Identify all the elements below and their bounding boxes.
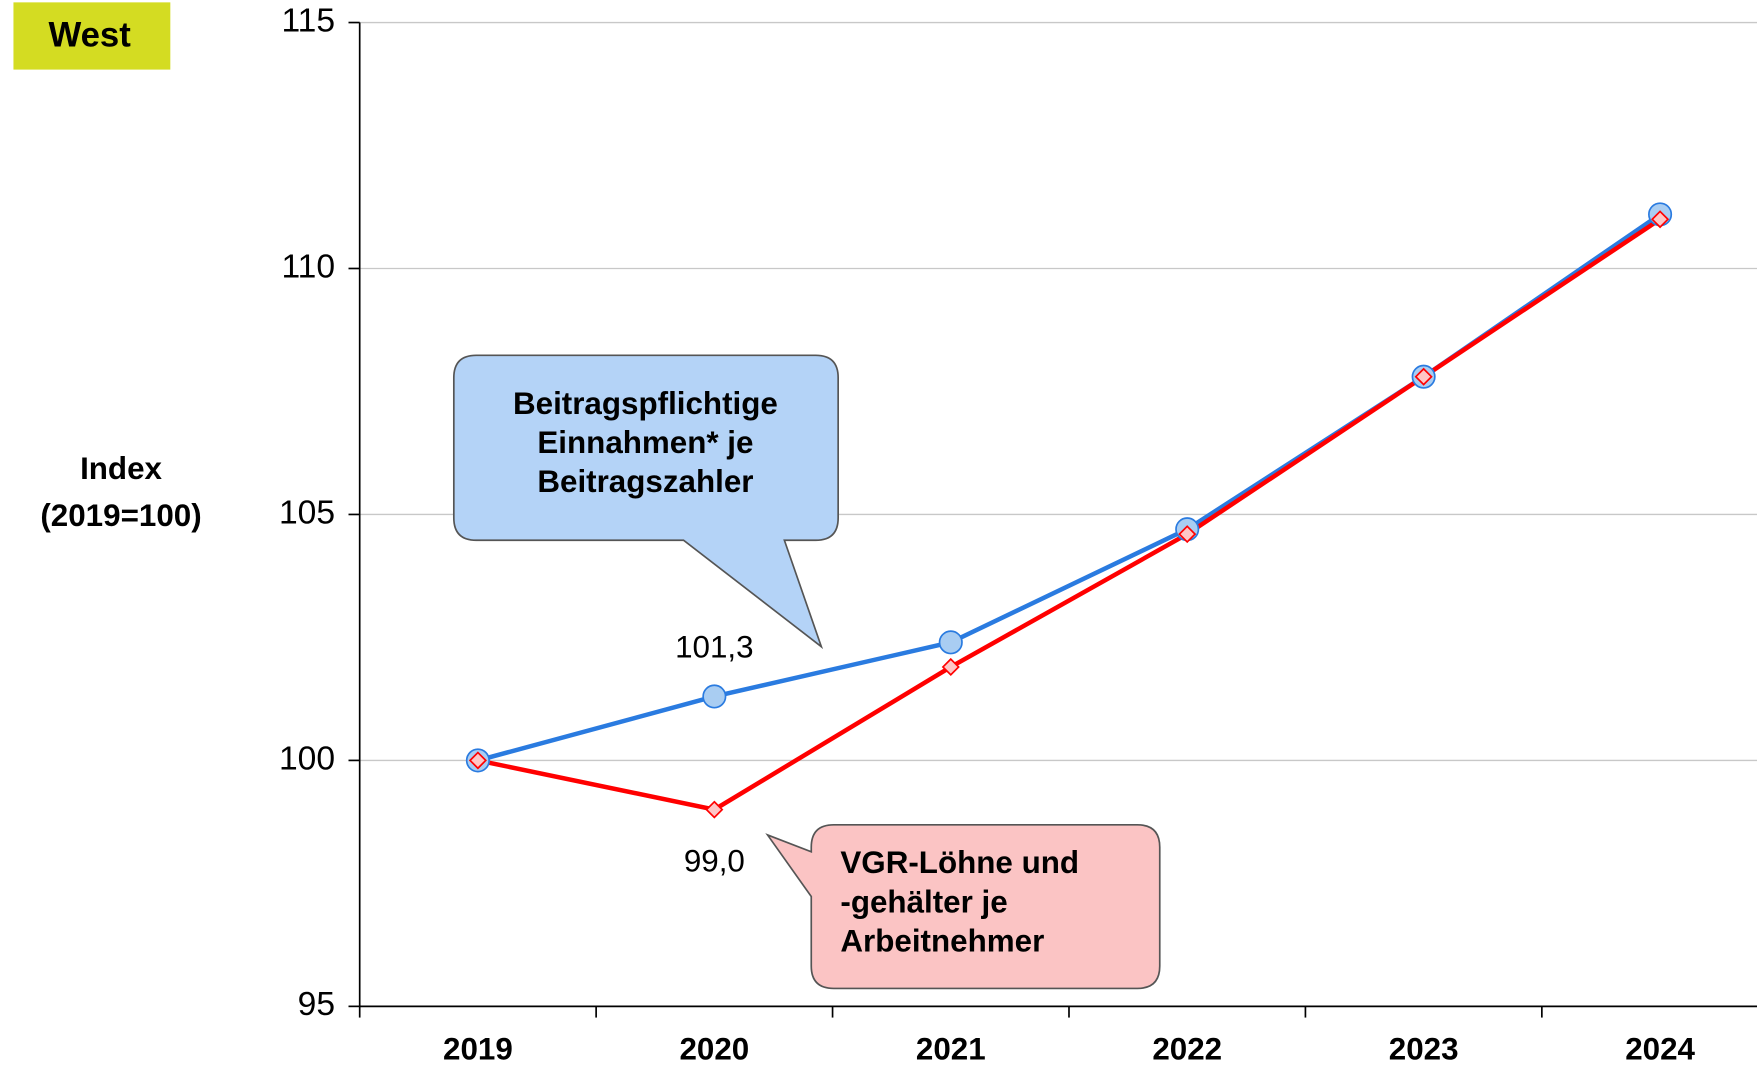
x-tick-label: 2020 <box>679 1031 749 1066</box>
y-tick-label: 110 <box>281 248 335 285</box>
y-axis-label: (2019=100) <box>40 498 201 533</box>
x-tick-label: 2023 <box>1389 1031 1459 1066</box>
y-tick-label: 105 <box>279 494 335 531</box>
data-label: 101,3 <box>675 630 753 665</box>
marker <box>1414 367 1433 386</box>
y-tick-label: 95 <box>298 986 335 1023</box>
callout-box <box>452 354 840 650</box>
legend-label: VGR-Löhne und -gehälter je Arbeitnehmer <box>840 845 1079 958</box>
marker <box>941 657 960 676</box>
x-tick-label: 2024 <box>1625 1031 1695 1066</box>
data-label: 99,0 <box>684 844 745 879</box>
marker <box>1178 525 1197 544</box>
y-axis-label: Index <box>80 451 162 486</box>
callout-box <box>765 823 1161 990</box>
marker <box>938 630 963 655</box>
marker <box>702 684 727 709</box>
x-tick-label: 2022 <box>1152 1031 1222 1066</box>
x-tick-label: 2019 <box>443 1031 513 1066</box>
series-line <box>477 217 1662 812</box>
marker <box>468 751 487 770</box>
marker <box>1651 210 1670 229</box>
y-tick-label: 115 <box>281 2 335 39</box>
chart-title: West <box>48 16 131 54</box>
title-badge <box>13 2 171 70</box>
legend-label: Beitragspflichtige Einnahmen* je Beitragsz… <box>513 386 778 499</box>
x-tick-label: 2021 <box>916 1031 986 1066</box>
marker <box>705 800 724 819</box>
y-tick-label: 100 <box>279 740 335 777</box>
